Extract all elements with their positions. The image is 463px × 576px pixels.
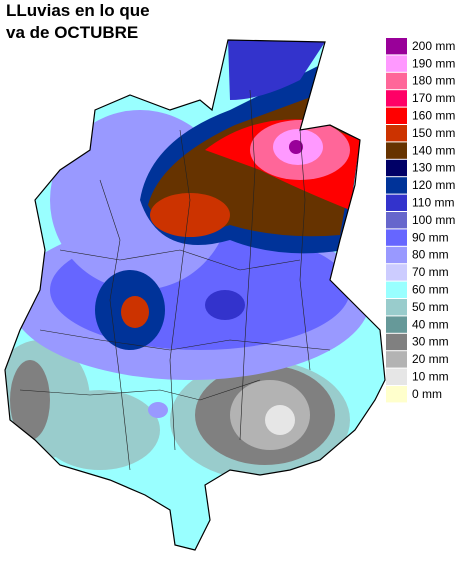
legend-label: 0 mm — [412, 387, 442, 401]
legend-label: 20 mm — [412, 352, 449, 366]
legend-label: 120 mm — [412, 178, 455, 192]
legend-label: 160 mm — [412, 108, 455, 122]
rain-map — [5, 40, 385, 550]
legend-label: 40 mm — [412, 317, 449, 331]
title-line: LLuvias en lo que — [6, 1, 150, 20]
region — [148, 402, 168, 418]
legend-label: 50 mm — [412, 300, 449, 314]
legend-label: 130 mm — [412, 161, 455, 175]
legend-label: 180 mm — [412, 74, 455, 88]
legend-label: 100 mm — [412, 213, 455, 227]
legend-swatch — [386, 229, 407, 246]
legend-swatch — [386, 55, 407, 72]
legend-label: 200 mm — [412, 39, 455, 53]
legend-label: 30 mm — [412, 335, 449, 349]
region — [150, 193, 230, 237]
region — [40, 390, 160, 470]
legend-swatch — [386, 212, 407, 229]
legend-swatch — [386, 194, 407, 211]
legend-swatch — [386, 264, 407, 281]
legend-label: 70 mm — [412, 265, 449, 279]
province-outline — [4, 39, 386, 551]
legend-swatch — [386, 177, 407, 194]
legend-swatch — [386, 125, 407, 142]
legend-swatch — [386, 386, 407, 403]
legend-swatch — [386, 107, 407, 124]
legend-swatch — [386, 281, 407, 298]
region — [121, 296, 149, 328]
district-lines — [19, 89, 331, 471]
legend-label: 190 mm — [412, 56, 455, 70]
legend-swatch — [386, 90, 407, 107]
legend-swatch — [386, 246, 407, 264]
region — [265, 405, 295, 435]
legend-label: 170 mm — [412, 91, 455, 105]
title-line: va de OCTUBRE — [6, 23, 138, 42]
region — [289, 140, 303, 154]
legend-label: 140 mm — [412, 143, 455, 157]
legend-swatch — [386, 351, 407, 368]
legend-label: 60 mm — [412, 282, 449, 296]
legend-swatch — [386, 299, 407, 316]
legend: 200 mm 190 mm 180 mm 170 mm 160 mm 150 mm 140 … — [386, 38, 455, 403]
region — [228, 40, 325, 100]
legend-swatch — [386, 368, 407, 385]
region — [10, 360, 50, 440]
legend-swatch — [386, 316, 407, 333]
region — [205, 290, 245, 320]
legend-swatch — [386, 72, 407, 90]
legend-label: 150 mm — [412, 126, 455, 140]
legend-label: 90 mm — [412, 230, 449, 244]
legend-label: 80 mm — [412, 248, 449, 262]
legend-label: 110 mm — [412, 195, 454, 209]
legend-swatch — [386, 142, 407, 159]
legend-swatch — [386, 38, 407, 55]
legend-swatch — [386, 333, 407, 351]
legend-label: 10 mm — [412, 369, 449, 383]
legend-swatch — [386, 159, 407, 177]
